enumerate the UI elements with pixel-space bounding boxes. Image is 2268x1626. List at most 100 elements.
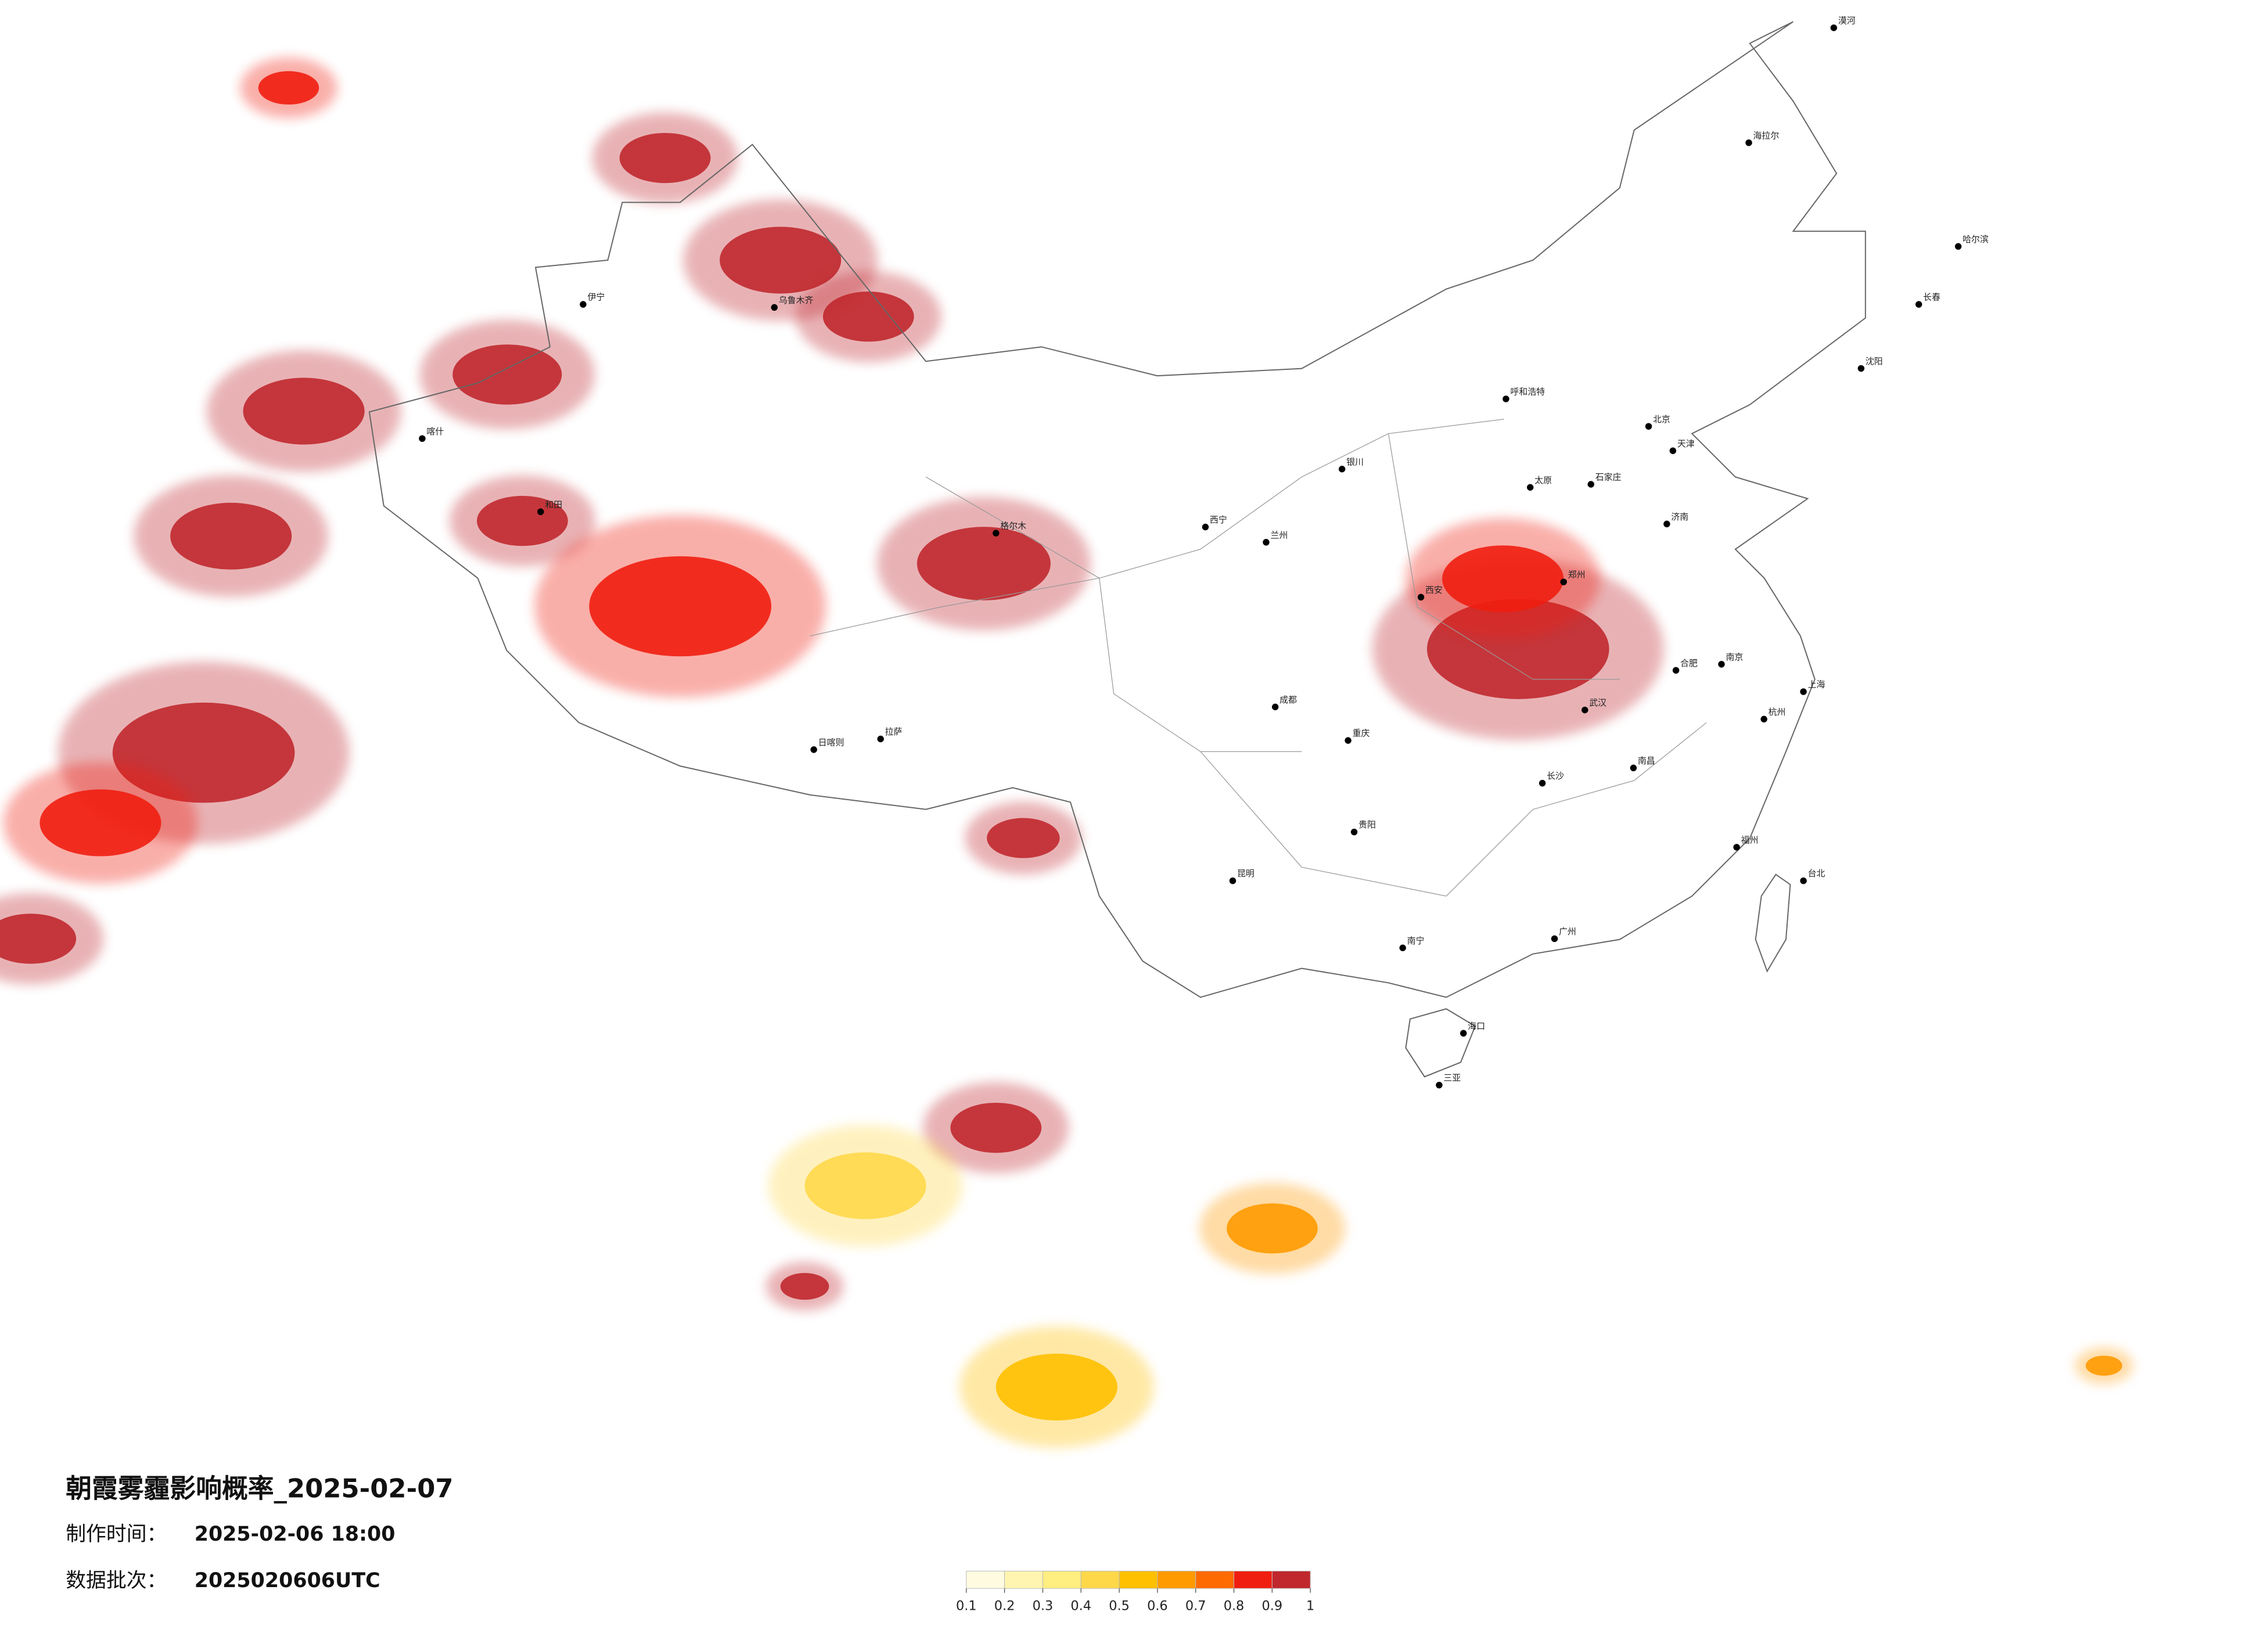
legend-tick-label: 0.5 [1109,1599,1130,1614]
city-dot [1669,447,1677,454]
legend-tick-label: 0.2 [994,1599,1015,1614]
city-label: 沈阳 [1866,356,1883,366]
city-label: 南昌 [1638,756,1655,766]
city-dot [1526,484,1534,491]
city-dot [1745,139,1752,146]
city-label: 上海 [1808,679,1825,690]
haze-core [720,226,842,294]
city-dot [419,435,426,442]
city-dot [1539,779,1546,787]
city-dot [1645,423,1652,430]
haze-core [804,1152,926,1220]
city-dot [1954,243,1962,250]
city-label: 西安 [1425,585,1443,595]
haze-core [822,292,914,342]
city-label: 贵阳 [1358,819,1376,830]
city-dot [1718,661,1725,668]
city-label: 和田 [545,499,562,510]
city-label: 南宁 [1407,936,1425,946]
city-dot [1800,877,1807,884]
province-lines [810,419,1707,897]
city-dot [1350,828,1358,836]
city-label: 北京 [1653,414,1670,425]
city-label: 天津 [1677,438,1695,449]
legend: 0.1 0.2 0.3 0.4 0.5 0.6 0.7 0.8 0.9 1 [956,1570,1314,1614]
legend-swatch [966,1570,1005,1589]
city-label: 三亚 [1443,1073,1461,1083]
legend-swatch [1080,1570,1120,1589]
haze-core [452,344,562,405]
city-dot [1663,520,1670,527]
legend-swatch [1004,1570,1043,1589]
city-dot [1760,715,1767,723]
city-label: 重庆 [1353,728,1370,739]
legend-tick-label: 0.8 [1224,1599,1245,1614]
city-label: 伊宁 [587,292,605,303]
city-dot [1733,844,1740,851]
haze-core [243,377,365,445]
city-label: 日喀则 [818,737,844,747]
city-dot [1202,523,1209,531]
made-time: 2025-02-06 18:00 [195,1523,396,1546]
haze-core [170,502,292,570]
city-label: 喀什 [426,426,444,437]
city-label: 杭州 [1769,707,1786,717]
city-dot [1436,1081,1443,1089]
city-dot [1345,737,1352,744]
city-dot [993,530,1000,537]
city-label: 石家庄 [1595,472,1622,483]
city-dot [1560,578,1567,585]
haze-core [0,913,77,964]
haze-core [258,71,319,105]
city-label: 拉萨 [885,726,903,737]
haze-core [950,1102,1042,1153]
city-label: 银川 [1346,456,1364,467]
city-label: 呼和浩特 [1510,386,1545,397]
legend-tick-label: 0.6 [1147,1599,1168,1614]
city-dot [1399,944,1406,951]
haze-layer [0,57,2133,1448]
city-label: 海拉尔 [1753,130,1779,141]
city-label: 乌鲁木齐 [779,295,814,305]
legend-tick-label: 0.3 [1033,1599,1054,1614]
legend-tick-label: 1 [1306,1599,1314,1614]
city-dot [1271,703,1279,711]
city-label: 福州 [1741,834,1759,845]
city-label: 长沙 [1547,771,1564,781]
legend-swatch [1157,1570,1196,1589]
legend-tick-label: 0.1 [956,1599,977,1614]
city-label: 广州 [1559,926,1576,937]
legend-swatch [1271,1570,1311,1589]
city-dot [1915,301,1922,308]
city-dot [1800,688,1807,695]
legend-swatch [1234,1570,1273,1589]
city-label: 昆明 [1237,868,1255,879]
legend-tick-label: 0.4 [1070,1599,1091,1614]
haze-core [780,1273,829,1300]
legend-tick-label: 0.9 [1262,1599,1283,1614]
city-dot [771,304,778,311]
haze-core [477,495,568,546]
city-label: 海口 [1468,1021,1485,1031]
city-dot [1630,764,1637,772]
city-label: 郑州 [1568,570,1586,580]
city-dot [1857,365,1865,372]
city-dot [1417,593,1425,601]
country-outline [368,21,1866,998]
city-dot [1587,481,1594,488]
haze-core [39,789,161,857]
city-label: 合肥 [1680,658,1698,668]
haze-core [916,527,1051,600]
city-dot [1338,466,1346,473]
batch: 2025020606UTC [195,1569,380,1592]
map-title: 朝霞雾霾影响概率_2025-02-07 [66,1473,453,1503]
city-label: 太原 [1534,475,1552,485]
city-dot [1460,1030,1467,1037]
city-label: 格尔木 [1000,521,1026,531]
city-dot [877,735,884,743]
city-label: 长春 [1923,292,1940,303]
legend-swatch [1195,1570,1235,1589]
